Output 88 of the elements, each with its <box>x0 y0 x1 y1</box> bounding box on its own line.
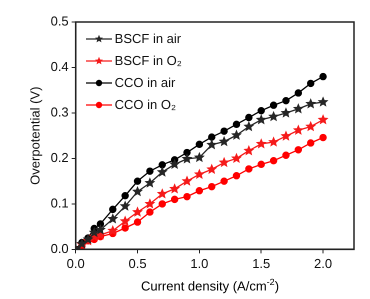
point <box>282 152 290 159</box>
point <box>256 115 266 124</box>
point <box>109 206 116 214</box>
point <box>220 177 228 185</box>
point <box>194 170 204 178</box>
point <box>269 137 278 146</box>
point <box>120 202 130 210</box>
legend-label: BSCF in air <box>114 30 182 48</box>
point <box>196 187 204 194</box>
point <box>282 108 290 117</box>
point <box>307 139 314 147</box>
point <box>294 104 303 113</box>
point <box>90 228 99 236</box>
point <box>294 126 303 134</box>
point <box>232 172 240 180</box>
point <box>134 218 142 226</box>
point <box>170 184 180 193</box>
point <box>108 214 118 223</box>
point <box>306 99 316 108</box>
point <box>158 189 167 198</box>
point <box>183 192 191 200</box>
point <box>145 199 154 208</box>
point <box>145 178 154 187</box>
y-axis-title: Overpotential (V) <box>27 86 42 185</box>
point <box>256 139 266 148</box>
x-tick-label: 0.5 <box>128 256 147 271</box>
point <box>232 120 240 128</box>
point <box>269 112 278 120</box>
y-tick-label: 0.1 <box>50 196 69 210</box>
point <box>96 225 105 234</box>
point <box>158 167 167 176</box>
point <box>134 177 142 185</box>
point <box>245 114 253 122</box>
point <box>220 127 228 135</box>
point <box>121 192 129 200</box>
point <box>196 140 204 148</box>
point <box>245 165 253 173</box>
point <box>208 182 216 190</box>
y-tick-label: 0.2 <box>50 150 69 166</box>
point <box>270 157 278 164</box>
point <box>146 208 154 216</box>
y-tick-label: 0.4 <box>50 59 69 74</box>
point <box>220 158 229 166</box>
point <box>158 200 166 208</box>
point <box>270 102 278 109</box>
x-tick-label: 1.0 <box>190 256 208 271</box>
point <box>194 152 204 162</box>
point <box>319 134 327 142</box>
point <box>282 96 290 104</box>
point <box>282 132 290 140</box>
point <box>207 140 216 149</box>
y-tick-label: 0.5 <box>50 14 69 29</box>
point <box>294 146 302 154</box>
point <box>158 161 166 169</box>
point <box>170 160 180 168</box>
point <box>318 115 328 124</box>
point <box>294 89 302 97</box>
legend-label: BSCF in O₂ <box>114 52 182 70</box>
point <box>232 130 241 140</box>
point <box>232 154 241 162</box>
point <box>244 122 254 130</box>
y-tick-label: 0.3 <box>50 104 69 120</box>
y-tick-label: 0.0 <box>50 240 69 256</box>
point <box>258 160 265 168</box>
point <box>182 154 192 163</box>
point <box>121 224 129 232</box>
point <box>146 167 154 175</box>
point <box>220 136 229 146</box>
point <box>133 186 142 196</box>
point <box>318 97 328 106</box>
point <box>207 164 216 174</box>
point <box>208 133 216 141</box>
point <box>307 80 314 88</box>
point <box>170 196 178 204</box>
point <box>108 226 118 235</box>
point <box>319 72 327 80</box>
point <box>258 106 265 114</box>
point <box>244 146 254 155</box>
point <box>120 216 130 226</box>
x-tick-label: 2.0 <box>314 256 332 271</box>
point <box>133 207 142 216</box>
legend-label: CCO in O₂ <box>114 96 176 114</box>
x-axis-title: Current density (A/cm$^{-2}$) <box>140 277 280 294</box>
point <box>182 176 192 186</box>
point <box>306 122 316 130</box>
x-tick-label: 1.5 <box>252 256 270 271</box>
legend-label: CCO in air <box>114 74 176 92</box>
x-tick-label: 0.0 <box>66 256 85 271</box>
